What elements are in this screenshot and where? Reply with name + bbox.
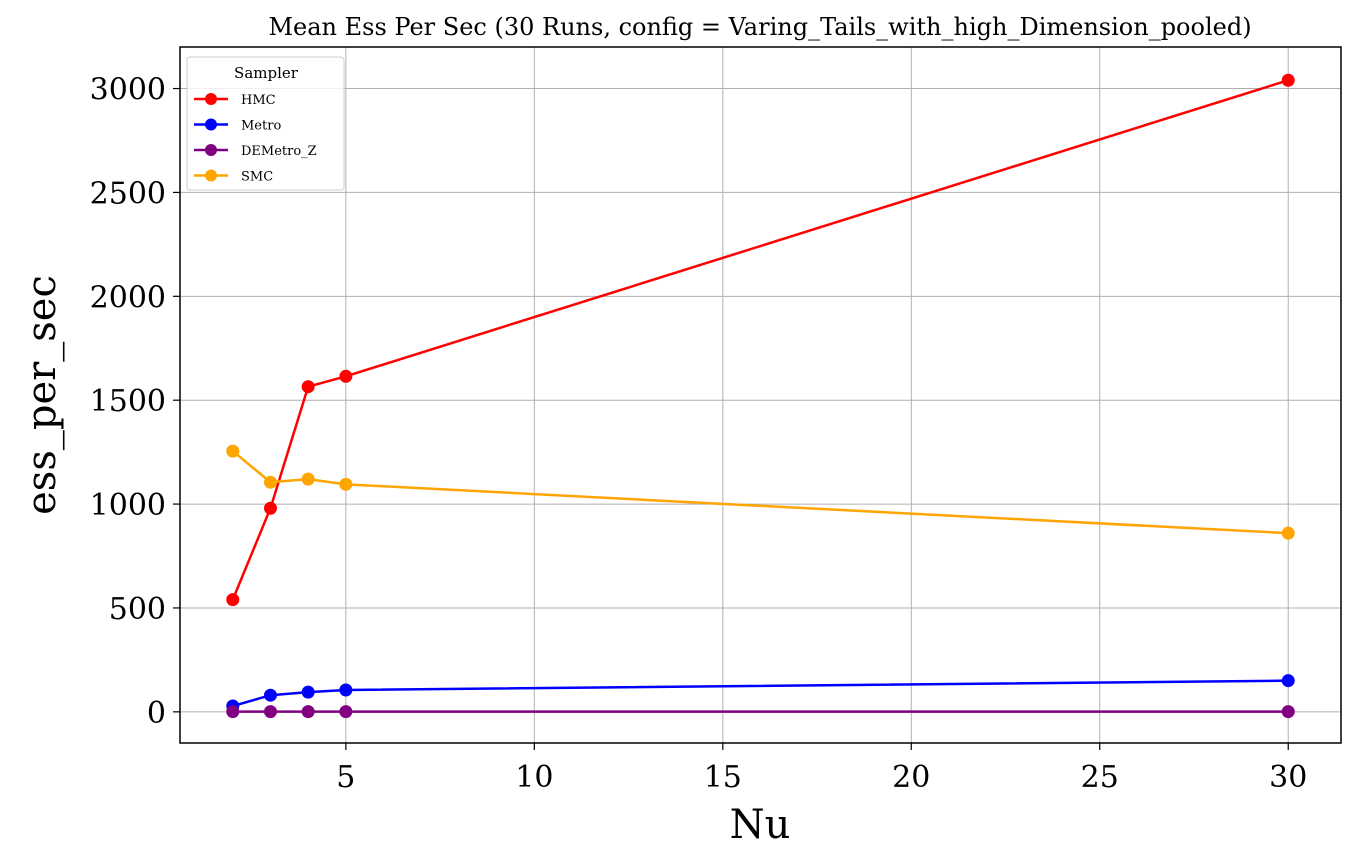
legend-label: SMC — [241, 170, 273, 185]
data-point — [263, 475, 277, 489]
data-point — [1281, 73, 1295, 87]
x-tick-label: 10 — [515, 760, 553, 795]
x-tick-label: 25 — [1081, 760, 1119, 795]
series-metro — [226, 674, 1295, 713]
legend-marker — [205, 144, 217, 156]
legend-marker — [205, 169, 217, 182]
data-point — [1281, 705, 1295, 719]
data-point — [301, 472, 315, 486]
legend-entry: HMC — [194, 93, 276, 108]
data-point — [1281, 674, 1295, 688]
legend-label: DEMetro_Z — [241, 144, 317, 159]
legend-marker — [205, 118, 217, 131]
chart-title: Mean Ess Per Sec (30 Runs, config = Vari… — [268, 13, 1251, 41]
y-tick-label: 2000 — [90, 280, 166, 315]
series-line — [232, 679, 1289, 708]
y-tick-label: 2500 — [90, 176, 166, 211]
legend-title: Sampler — [234, 64, 299, 82]
x-tick-label: 30 — [1269, 760, 1307, 795]
plot-frame — [179, 46, 1342, 744]
legend: Sampler HMC Metro DEMetro_Z SMC — [186, 56, 345, 191]
x-tick-label: 15 — [704, 760, 742, 795]
data-point — [339, 683, 353, 697]
legend-entry: Metro — [194, 118, 281, 134]
data-point — [301, 380, 315, 394]
y-axis-title: ess_per_sec — [19, 275, 65, 515]
legend-entry: SMC — [194, 169, 273, 185]
legend-entry: DEMetro_Z — [194, 144, 317, 159]
data-point — [339, 477, 353, 491]
y-tick-label: 1000 — [90, 488, 166, 523]
data-point — [339, 369, 353, 383]
series-demetro-z — [226, 705, 1295, 719]
x-axis-title: Nu — [730, 802, 791, 848]
data-point — [301, 705, 315, 719]
data-point — [1281, 526, 1295, 540]
grid-lines — [180, 47, 1341, 743]
legend-box — [186, 56, 345, 191]
x-tick-label: 5 — [336, 760, 355, 795]
data-point — [339, 705, 353, 719]
series-line — [231, 79, 1289, 601]
data-point — [301, 685, 315, 699]
data-point — [226, 444, 240, 458]
y-tick-label: 500 — [109, 592, 166, 627]
y-axis: 0 500 1000 1500 2000 2500 3000 — [90, 73, 180, 731]
series-smc — [226, 444, 1295, 540]
series-layer — [226, 73, 1295, 719]
legend-marker — [205, 93, 217, 105]
series-hmc — [226, 73, 1295, 607]
data-point — [263, 501, 277, 515]
legend-label: Metro — [241, 119, 281, 134]
x-tick-label: 20 — [892, 760, 930, 795]
data-point — [263, 705, 277, 719]
data-point — [226, 705, 240, 719]
legend-label: HMC — [241, 93, 276, 108]
data-point — [226, 593, 240, 607]
y-tick-label: 0 — [147, 696, 166, 731]
y-tick-label: 1500 — [90, 384, 166, 419]
series-line — [231, 450, 1289, 535]
y-tick-label: 3000 — [90, 73, 166, 108]
data-point — [263, 688, 277, 702]
x-axis: 5 10 15 20 25 30 — [336, 743, 1307, 795]
